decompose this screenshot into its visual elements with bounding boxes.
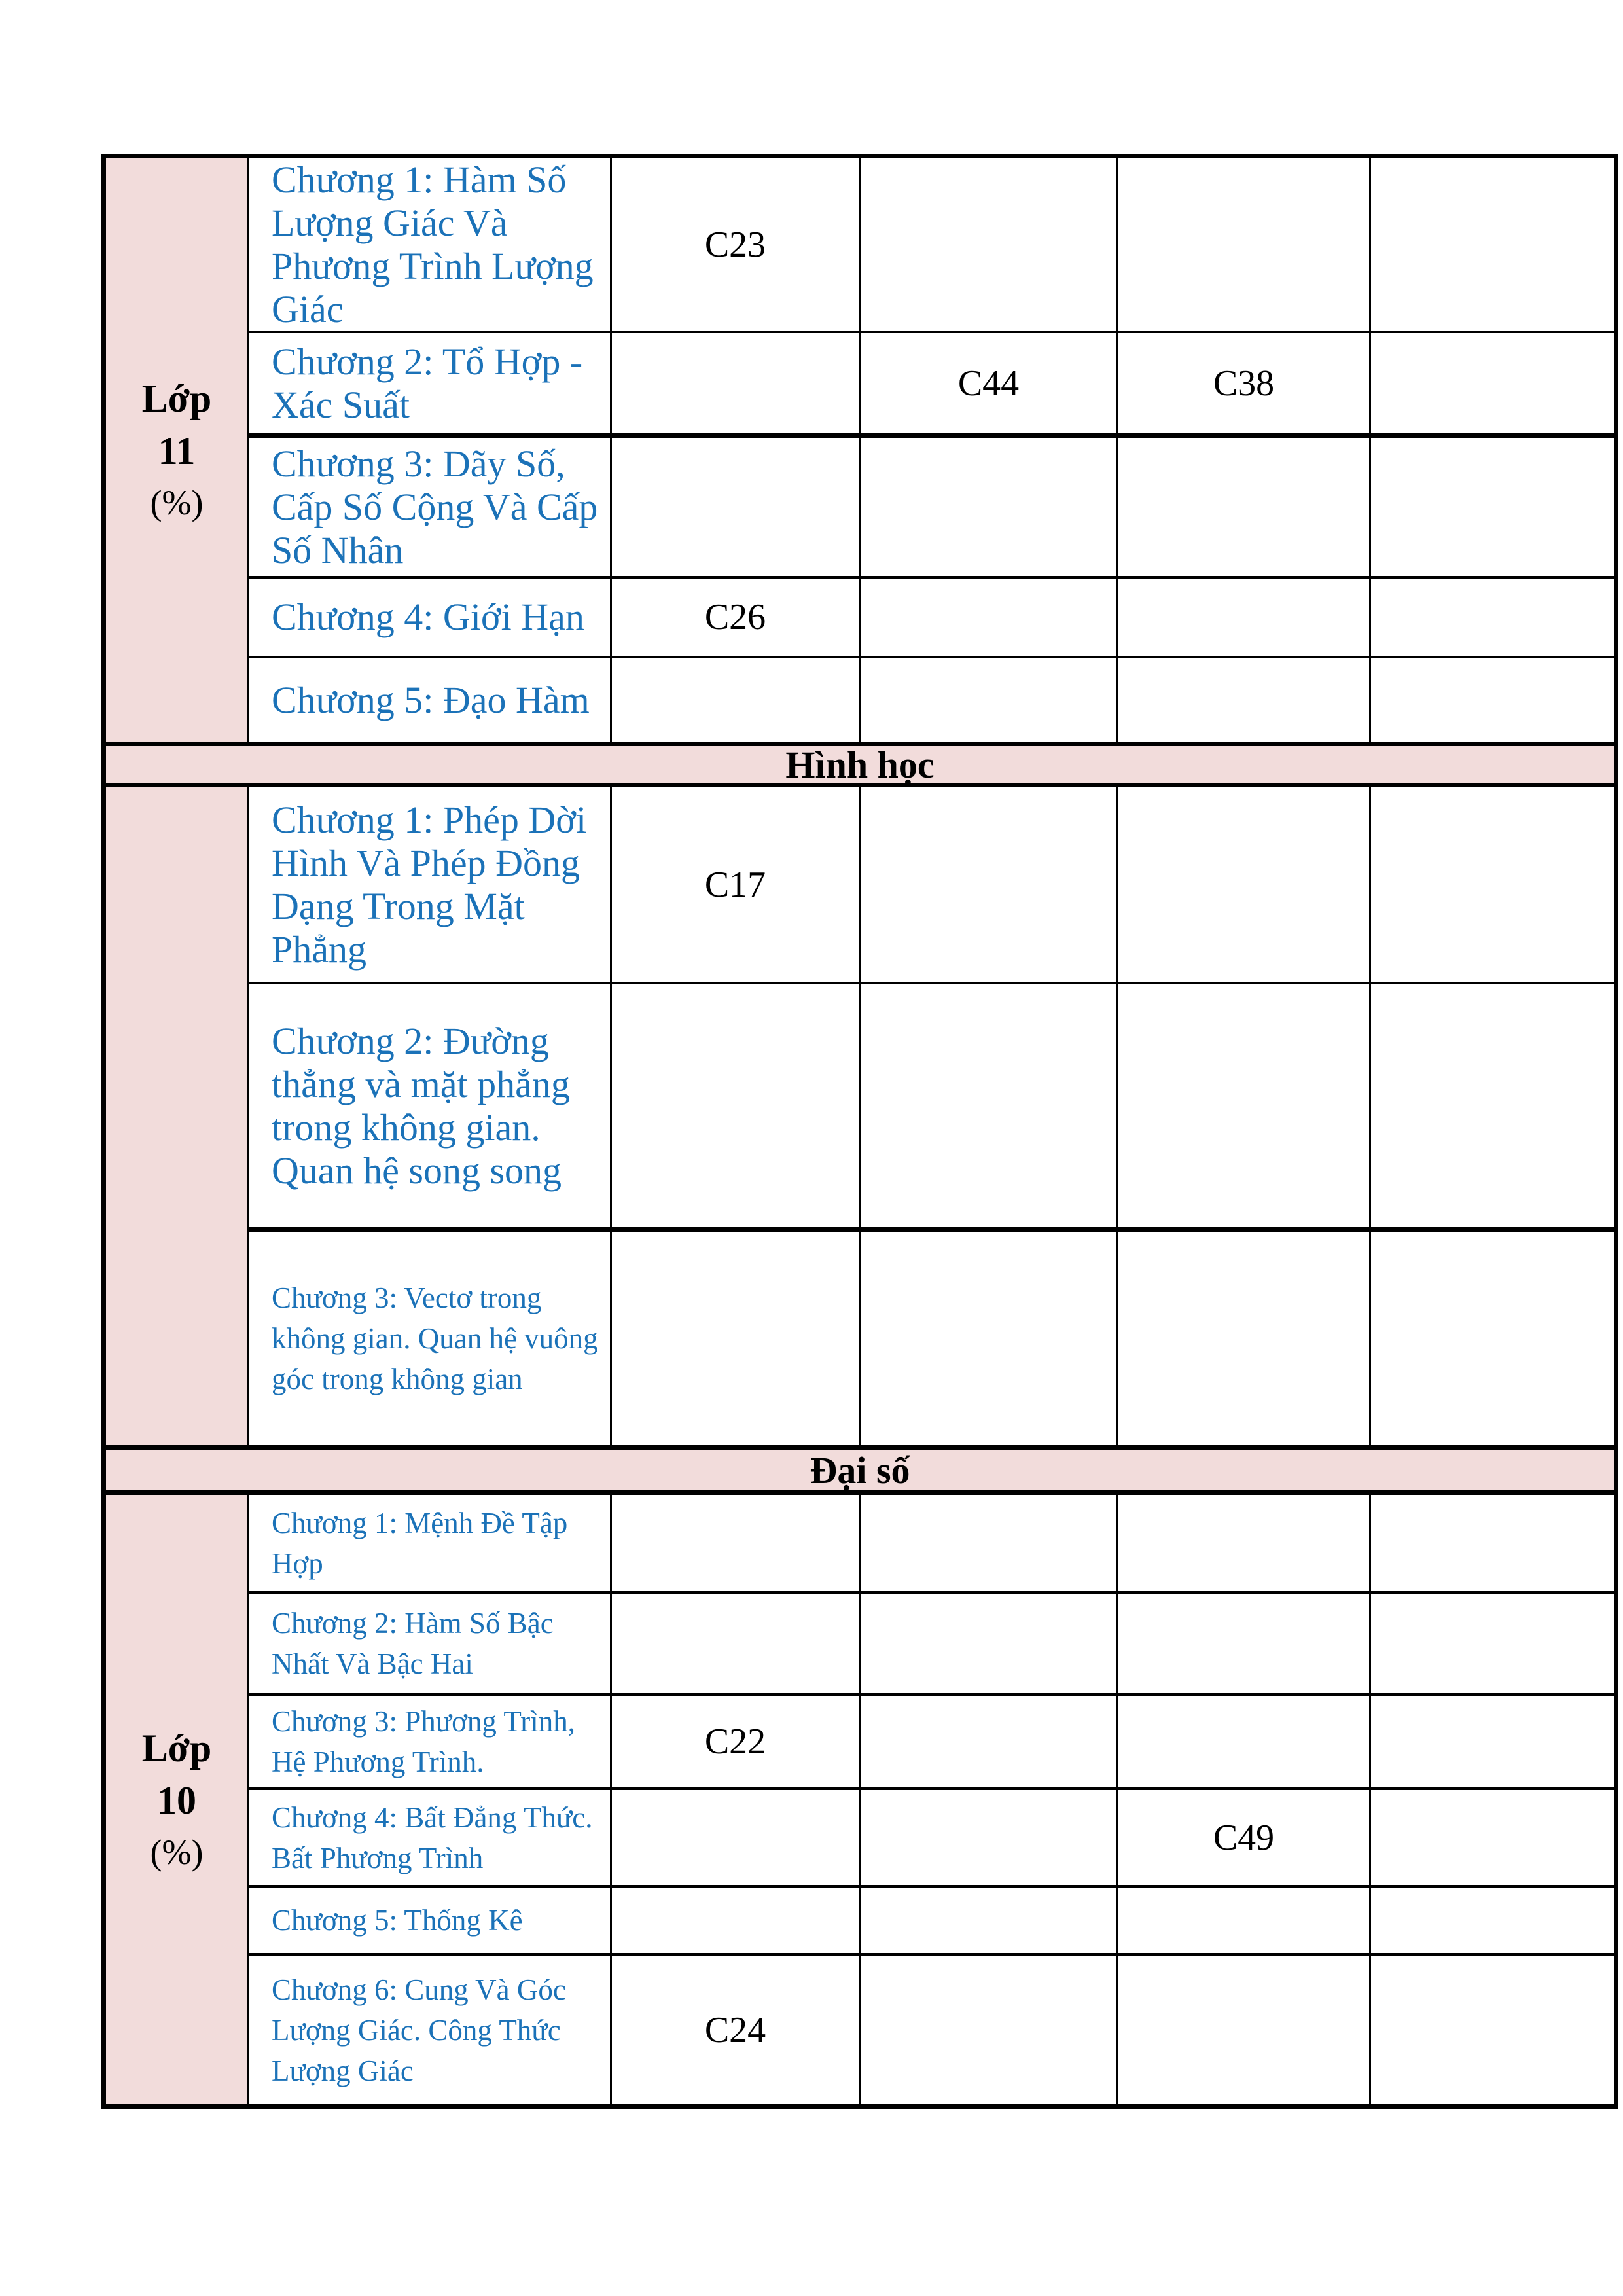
value-cell: [1369, 1591, 1614, 1693]
value-cell: [1116, 1591, 1369, 1693]
value-cell: [859, 1885, 1116, 1953]
value-cell: [1116, 576, 1369, 656]
value-cell: [1116, 1885, 1369, 1953]
chapter-cell: Chương 4: Giới Hạn: [247, 576, 610, 656]
value-cell: C26: [610, 576, 859, 656]
value-cell: [1116, 1953, 1369, 2104]
value-cell: [1116, 1693, 1369, 1787]
value-cell: [1116, 1227, 1369, 1445]
value-cell: [1369, 656, 1614, 742]
value-cell: [610, 1495, 859, 1591]
value-cell: [1369, 433, 1614, 576]
class-label-lop-11: Lớp 11 (%): [106, 158, 247, 742]
value-cell: [1116, 982, 1369, 1227]
value-cell: [1369, 1885, 1614, 1953]
value-cell: [859, 1787, 1116, 1885]
value-cell: [1369, 1953, 1614, 2104]
value-cell: [1116, 158, 1369, 331]
value-cell: [610, 982, 859, 1227]
value-cell: [1369, 576, 1614, 656]
value-cell: [859, 1591, 1116, 1693]
chapter-cell: Chương 2: Tổ Hợp - Xác Suất: [247, 331, 610, 433]
class-label-line: Lớp: [141, 1726, 212, 1770]
value-cell: [1369, 158, 1614, 331]
value-cell: C49: [1116, 1787, 1369, 1885]
chapter-cell: Chương 5: Đạo Hàm: [247, 656, 610, 742]
value-cell: [1369, 1227, 1614, 1445]
class-label-line: 10: [157, 1778, 196, 1822]
value-cell: C23: [610, 158, 859, 331]
value-cell: [1369, 1693, 1614, 1787]
value-cell: [610, 1787, 859, 1885]
value-cell: C38: [1116, 331, 1369, 433]
value-cell: [610, 1591, 859, 1693]
value-cell: [1116, 433, 1369, 576]
value-cell: [1116, 1495, 1369, 1591]
value-cell: C44: [859, 331, 1116, 433]
value-cell: [610, 433, 859, 576]
chapter-cell: Chương 4: Bất Đẳng Thức. Bất Phương Trìn…: [247, 1787, 610, 1885]
value-cell: [859, 787, 1116, 982]
value-cell: [1116, 656, 1369, 742]
value-cell: [610, 331, 859, 433]
value-cell: [859, 158, 1116, 331]
value-cell: [1369, 1495, 1614, 1591]
chapter-cell: Chương 3: Dãy Số, Cấp Số Cộng Và Cấp Số …: [247, 433, 610, 576]
class-label-lop-10: Lớp 10 (%): [106, 1495, 247, 2104]
value-cell: [859, 576, 1116, 656]
chapter-cell: Chương 1: Hàm Số Lượng Giác Và Phương Tr…: [247, 158, 610, 331]
chapter-cell: Chương 3: Vectơ trong không gian. Quan h…: [247, 1227, 610, 1445]
value-cell: [610, 1227, 859, 1445]
chapter-cell: Chương 5: Thống Kê: [247, 1885, 610, 1953]
value-cell: [610, 1885, 859, 1953]
value-cell: [859, 433, 1116, 576]
value-cell: [859, 656, 1116, 742]
chapter-cell: Chương 3: Phương Trình, Hệ Phương Trình.: [247, 1693, 610, 1787]
chapter-cell: Chương 6: Cung Và Góc Lượng Giác. Công T…: [247, 1953, 610, 2104]
class-label-line: Lớp: [141, 376, 212, 420]
chapter-cell: Chương 1: Phép Dời Hình Và Phép Đồng Dạn…: [247, 787, 610, 982]
value-cell: [859, 1953, 1116, 2104]
value-cell: [1369, 787, 1614, 982]
chapter-cell: Chương 2: Đường thẳng và mặt phẳng trong…: [247, 982, 610, 1227]
value-cell: [1116, 787, 1369, 982]
value-cell: C24: [610, 1953, 859, 2104]
value-cell: [1369, 1787, 1614, 1885]
value-cell: [859, 1227, 1116, 1445]
value-cell: C17: [610, 787, 859, 982]
value-cell: [1369, 331, 1614, 433]
chapter-cell: Chương 1: Mệnh Đề Tập Hợp: [247, 1495, 610, 1591]
value-cell: [859, 1693, 1116, 1787]
section-band-hinh-hoc: Hình học: [106, 742, 1614, 787]
value-cell: [610, 656, 859, 742]
chapter-cell: Chương 2: Hàm Số Bậc Nhất Và Bậc Hai: [247, 1591, 610, 1693]
value-cell: [859, 1495, 1116, 1591]
section-band-dai-so: Đại số: [106, 1445, 1614, 1495]
value-cell: [859, 982, 1116, 1227]
class-label-empty: [106, 787, 247, 1445]
spec-matrix-table: Lớp 11 (%) Chương 1: Hàm Số Lượng Giác V…: [101, 154, 1618, 2109]
value-cell: [1369, 982, 1614, 1227]
class-label-percent: (%): [150, 482, 204, 522]
class-label-line: 11: [158, 429, 196, 473]
value-cell: C22: [610, 1693, 859, 1787]
class-label-percent: (%): [150, 1832, 204, 1872]
